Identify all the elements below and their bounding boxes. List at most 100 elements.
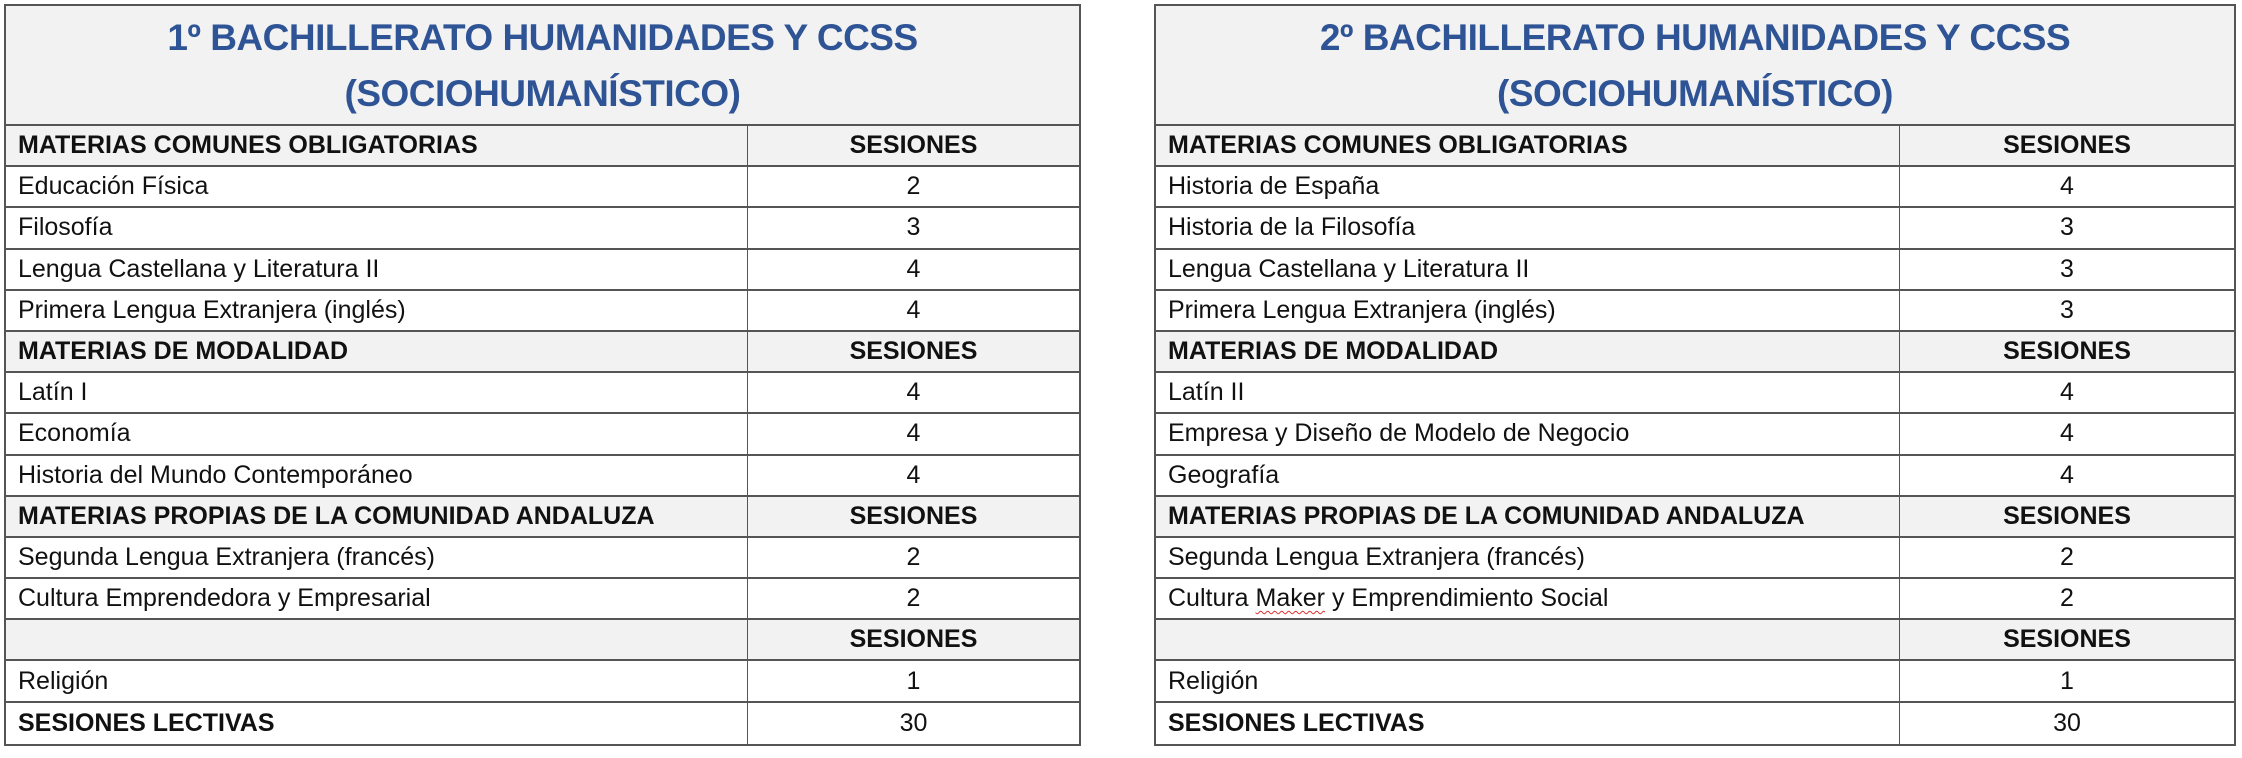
subject-label: Filosofía — [18, 213, 113, 242]
title-line-2: (SOCIOHUMANÍSTICO) — [344, 73, 741, 114]
table-row: Geografía 4 — [1156, 455, 2234, 497]
subject-label: SESIONES LECTIVAS — [18, 708, 275, 737]
subject-name: Religión — [1156, 661, 1900, 701]
subject-name: Cultura Maker y Emprendimiento Social — [1156, 579, 1900, 619]
subject-name: SESIONES LECTIVAS — [6, 702, 748, 744]
table-row: Latín II 4 — [1156, 373, 2234, 415]
section-header-row: MATERIAS PROPIAS DE LA COMUNIDAD ANDALUZ… — [6, 496, 1079, 538]
spellcheck-underline: Maker — [1255, 584, 1326, 613]
subject-name: Latín II — [1156, 373, 1900, 413]
subject-label: MATERIAS DE MODALIDAD — [1168, 337, 1499, 366]
table-2-bachillerato: 2º BACHILLERATO HUMANIDADES Y CCSS (SOCI… — [1154, 4, 2236, 746]
table-row: Lengua Castellana y Literatura II 3 — [1156, 249, 2234, 291]
table-row: Historia de la Filosofía 3 — [1156, 208, 2234, 250]
section-header-row: SESIONES — [6, 620, 1079, 662]
subject-label: Lengua Castellana y Literatura II — [18, 254, 380, 283]
subject-label: MATERIAS COMUNES OBLIGATORIAS — [1168, 131, 1628, 160]
sessions-value: 1 — [2060, 666, 2074, 695]
table-row: Segunda Lengua Extranjera (francés) 2 — [6, 537, 1079, 580]
subject-label: Empresa y Diseño de Modelo de Negocio — [1168, 419, 1630, 448]
subject-label: Cultura Emprendedora y Empresarial — [18, 584, 431, 613]
table-row: Empresa y Diseño de Modelo de Negocio 4 — [1156, 414, 2234, 456]
subject-label: Primera Lengua Extranjera (inglés) — [1168, 295, 1556, 324]
subject-label: Latín I — [18, 378, 88, 407]
table-row: Economía 4 — [6, 414, 1079, 456]
sessions-value: SESIONES — [2003, 625, 2131, 654]
subject-name: Historia del Mundo Contemporáneo — [6, 455, 748, 495]
subject-name: Primera Lengua Extranjera (inglés) — [1156, 290, 1900, 330]
table-1-bachillerato: 1º BACHILLERATO HUMANIDADES Y CCSS (SOCI… — [4, 4, 1081, 746]
subject-label: Religión — [18, 666, 109, 695]
subject-name: Segunda Lengua Extranjera (francés) — [6, 537, 748, 578]
sessions-value: 4 — [2060, 419, 2074, 448]
table-row: Religión 1 — [6, 661, 1079, 703]
sessions-value: SESIONES — [2003, 501, 2131, 530]
table-row: Educación Física 2 — [6, 167, 1079, 209]
subject-name: MATERIAS DE MODALIDAD — [1156, 331, 1900, 372]
section-header-row: SESIONES — [1156, 620, 2234, 662]
subject-label: Historia del Mundo Contemporáneo — [18, 460, 413, 489]
subject-name: Lengua Castellana y Literatura II — [1156, 249, 1900, 289]
sessions-value: 3 — [2060, 254, 2074, 283]
subject-label: MATERIAS PROPIAS DE LA COMUNIDAD ANDALUZ… — [1168, 501, 1805, 530]
title-line-2: (SOCIOHUMANÍSTICO) — [1497, 73, 1893, 114]
subject-name: Cultura Emprendedora y Empresarial — [6, 579, 748, 619]
subject-name: Latín I — [6, 373, 748, 413]
subject-name: MATERIAS COMUNES OBLIGATORIAS — [1156, 126, 1900, 166]
section-header-row: MATERIAS PROPIAS DE LA COMUNIDAD ANDALUZ… — [1156, 496, 2234, 538]
subject-label: Educación Física — [18, 172, 209, 201]
table-row: Primera Lengua Extranjera (inglés) 3 — [1156, 290, 2234, 332]
subject-label: Segunda Lengua Extranjera (francés) — [18, 542, 435, 571]
sessions-value: 30 — [899, 708, 928, 737]
sessions-value: 4 — [906, 460, 921, 489]
sessions-value: SESIONES — [849, 131, 978, 160]
table-row: Historia de España 4 — [1156, 167, 2234, 209]
sessions-value: 4 — [906, 295, 921, 324]
sessions-value: SESIONES — [849, 337, 978, 366]
subject-name: MATERIAS DE MODALIDAD — [6, 331, 748, 372]
subject-name: Historia de la Filosofía — [1156, 208, 1900, 248]
section-header-row: MATERIAS DE MODALIDAD SESIONES — [1156, 331, 2234, 374]
subject-label: MATERIAS PROPIAS DE LA COMUNIDAD ANDALUZ… — [18, 501, 655, 530]
total-row: SESIONES LECTIVAS 30 — [6, 702, 1079, 744]
total-row: SESIONES LECTIVAS 30 — [1156, 702, 2234, 744]
subject-name: Historia de España — [1156, 167, 1900, 207]
subject-label: Economía — [18, 419, 131, 448]
table-row: Lengua Castellana y Literatura II 4 — [6, 249, 1079, 291]
subject-label: SESIONES LECTIVAS — [1168, 708, 1425, 737]
sessions-value: 4 — [906, 419, 921, 448]
table-row: Primera Lengua Extranjera (inglés) 4 — [6, 290, 1079, 332]
sessions-value: 3 — [906, 213, 921, 242]
sessions-value: 4 — [2060, 460, 2074, 489]
sessions-value: 2 — [906, 172, 921, 201]
subject-name: Lengua Castellana y Literatura II — [6, 249, 748, 289]
subject-label: MATERIAS COMUNES OBLIGATORIAS — [18, 131, 478, 160]
subject-label: MATERIAS DE MODALIDAD — [18, 337, 349, 366]
title-line-1: 2º BACHILLERATO HUMANIDADES Y CCSS — [1319, 17, 2071, 58]
table-row: Filosofía 3 — [6, 208, 1079, 250]
sessions-value: SESIONES — [2003, 337, 2131, 366]
subject-label: Religión — [1168, 666, 1259, 695]
sessions-value: 1 — [906, 666, 921, 695]
subject-label: Geografía — [1168, 460, 1280, 489]
subject-name — [6, 620, 748, 660]
subject-name: Religión — [6, 661, 748, 701]
sessions-value: 4 — [2060, 378, 2074, 407]
table-row: Latín I 4 — [6, 373, 1079, 415]
title-line-1: 1º BACHILLERATO HUMANIDADES Y CCSS — [167, 17, 918, 58]
table-row: Cultura Emprendedora y Empresarial 2 — [6, 579, 1079, 621]
sessions-value: 4 — [2060, 172, 2074, 201]
subject-name: Educación Física — [6, 167, 748, 207]
sessions-value: SESIONES — [2003, 131, 2131, 160]
subject-name: Geografía — [1156, 455, 1900, 495]
subject-name: MATERIAS COMUNES OBLIGATORIAS — [6, 126, 748, 166]
subject-name: Primera Lengua Extranjera (inglés) — [6, 290, 748, 330]
section-header-row: MATERIAS COMUNES OBLIGATORIAS SESIONES — [1156, 126, 2234, 168]
subject-label: Latín II — [1168, 378, 1245, 407]
sessions-value: 4 — [906, 378, 921, 407]
table-row: Cultura Maker y Emprendimiento Social 2 — [1156, 579, 2234, 621]
sessions-value: 3 — [2060, 295, 2074, 324]
subject-label: Cultura Maker y Emprendimiento Social — [1168, 584, 1609, 613]
sessions-value: 2 — [906, 584, 921, 613]
sessions-value: 2 — [906, 542, 921, 571]
